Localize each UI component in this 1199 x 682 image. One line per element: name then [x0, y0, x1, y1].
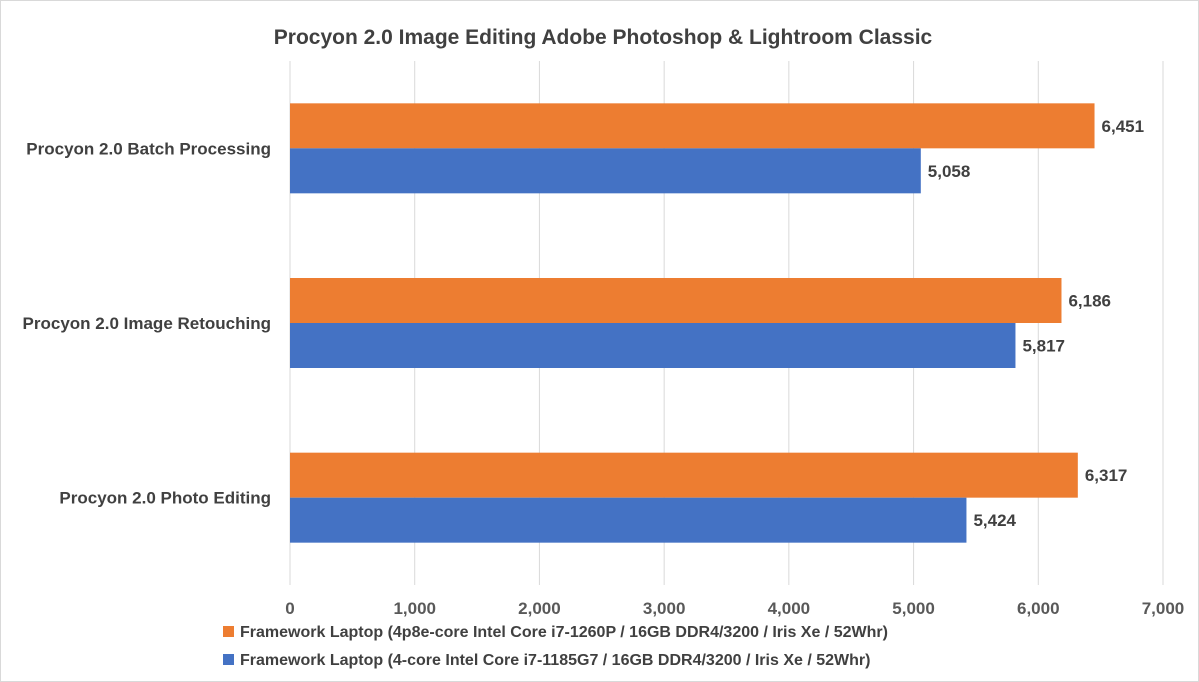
category-label: Procyon 2.0 Photo Editing — [59, 489, 271, 508]
bar — [290, 103, 1095, 149]
data-label: 5,817 — [1022, 337, 1065, 356]
category-label: Procyon 2.0 Batch Processing — [26, 139, 271, 158]
chart-title: Procyon 2.0 Image Editing Adobe Photosho… — [274, 26, 933, 49]
x-tick-label: 2,000 — [518, 599, 561, 618]
x-axis-ticks: 0 1,000 2,000 3,000 4,000 5,000 6,000 7,000 — [285, 599, 1184, 618]
category-label: Procyon 2.0 Image Retouching — [23, 314, 271, 333]
x-tick-label: 1,000 — [393, 599, 436, 618]
bar — [290, 323, 1016, 368]
bars: 6,451 5,058 6,186 5,817 6,317 5,424 — [290, 103, 1145, 543]
x-tick-label: 5,000 — [892, 599, 935, 618]
x-tick-label: 3,000 — [643, 599, 686, 618]
legend-swatch — [223, 626, 234, 637]
bar — [290, 148, 921, 194]
x-tick-label: 0 — [285, 599, 294, 618]
legend-label: Framework Laptop (4p8e-core Intel Core i… — [240, 624, 888, 641]
data-label: 6,186 — [1068, 292, 1111, 311]
data-label: 6,451 — [1102, 117, 1145, 136]
data-label: 6,317 — [1085, 466, 1128, 485]
bar — [290, 278, 1062, 323]
bar — [290, 497, 967, 543]
data-label: 5,058 — [928, 162, 971, 181]
legend: Framework Laptop (4p8e-core Intel Core i… — [223, 624, 888, 669]
legend-label: Framework Laptop (4-core Intel Core i7-1… — [240, 652, 870, 669]
x-tick-label: 4,000 — [768, 599, 811, 618]
x-tick-label: 6,000 — [1017, 599, 1060, 618]
legend-swatch — [223, 654, 234, 665]
data-label: 5,424 — [973, 511, 1016, 530]
bar — [290, 452, 1078, 498]
category-labels: Procyon 2.0 Batch Processing Procyon 2.0 … — [23, 139, 271, 507]
x-tick-label: 7,000 — [1142, 599, 1185, 618]
